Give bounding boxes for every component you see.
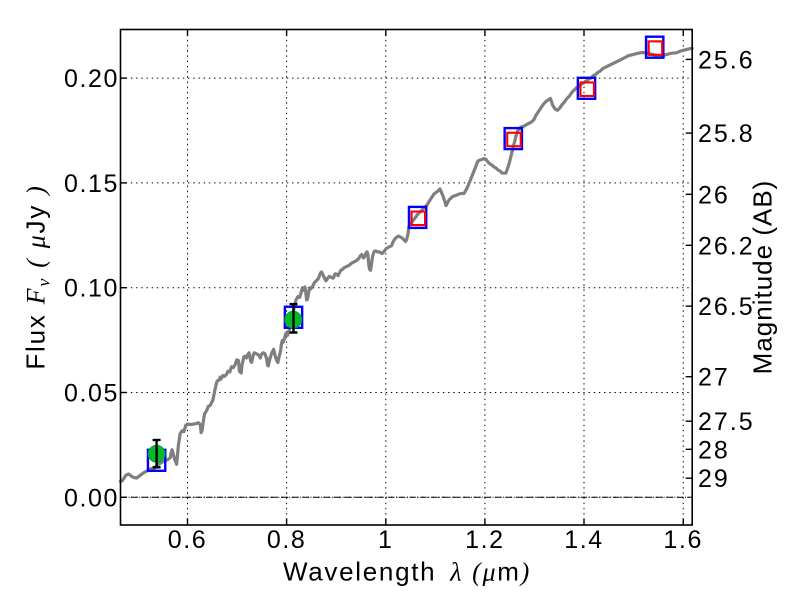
- svg-text:0.10: 0.10: [64, 275, 119, 303]
- svg-text:Wavelength λ (μm): Wavelength λ (μm): [283, 557, 531, 587]
- svg-text:0.05: 0.05: [64, 380, 119, 408]
- svg-text:1.6: 1.6: [663, 526, 703, 554]
- svg-text:0.6: 0.6: [168, 526, 208, 554]
- svg-text:0.20: 0.20: [64, 65, 119, 93]
- svg-text:25.6: 25.6: [698, 46, 755, 74]
- svg-text:Magnitude (AB): Magnitude (AB): [748, 180, 778, 375]
- svg-text:0.00: 0.00: [64, 484, 119, 512]
- svg-text:27.5: 27.5: [698, 408, 755, 436]
- svg-text:1.2: 1.2: [465, 526, 505, 554]
- svg-text:26: 26: [698, 181, 730, 209]
- svg-text:26.2: 26.2: [698, 232, 755, 260]
- svg-text:1.4: 1.4: [564, 526, 604, 554]
- svg-text:28: 28: [698, 436, 730, 464]
- svg-text:0.8: 0.8: [267, 526, 307, 554]
- svg-text:26.5: 26.5: [698, 293, 755, 321]
- svg-text:1: 1: [378, 526, 394, 554]
- svg-text:29: 29: [698, 465, 730, 493]
- svg-text:Flux Fν ( μJy ): Flux Fν ( μJy ): [21, 184, 54, 369]
- svg-text:0.15: 0.15: [64, 170, 119, 198]
- svg-text:27: 27: [698, 364, 730, 392]
- svg-text:25.8: 25.8: [698, 120, 755, 148]
